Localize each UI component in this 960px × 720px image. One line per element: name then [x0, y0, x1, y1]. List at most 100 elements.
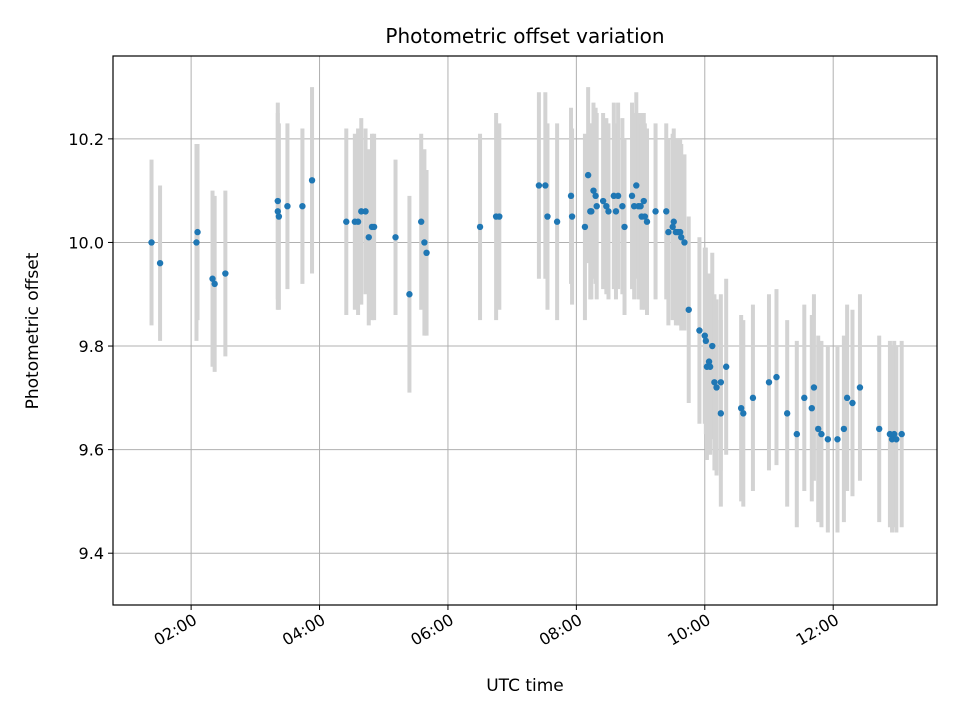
data-point [717, 410, 725, 417]
y-tick-label: 9.8 [79, 337, 104, 356]
data-point [678, 234, 685, 241]
data-point [628, 192, 636, 200]
data-point [567, 192, 575, 200]
data-point [581, 223, 589, 231]
data-point [588, 208, 595, 215]
data-point [898, 430, 905, 438]
data-point [148, 239, 155, 246]
data-point [284, 202, 291, 210]
data-point [640, 197, 647, 205]
data-point [652, 208, 659, 215]
data-point [663, 208, 670, 215]
x-axis-label: UTC time [486, 676, 564, 696]
point-layer [148, 171, 905, 443]
data-point [194, 228, 201, 236]
data-point [621, 223, 628, 231]
data-point [156, 259, 164, 267]
data-point [856, 384, 864, 391]
data-point [553, 218, 561, 225]
data-point [876, 425, 883, 433]
y-tick-label: 10.2 [68, 130, 104, 149]
y-axis-label: Photometric offset [23, 252, 43, 409]
data-point [275, 213, 283, 220]
data-point [392, 234, 399, 241]
y-axis-ticks: 9.4 9.6 9.8 10.0 10.2 [68, 130, 113, 563]
data-point [701, 332, 708, 339]
y-tick-label: 9.4 [79, 544, 104, 563]
data-point [423, 249, 430, 257]
data-point [421, 239, 428, 246]
y-tick-label: 10.0 [68, 233, 104, 252]
data-point [637, 202, 644, 210]
data-point [696, 327, 703, 334]
data-point [783, 410, 791, 417]
plot-frame [112, 55, 938, 606]
data-point [535, 182, 543, 189]
data-point [362, 208, 369, 215]
data-point [722, 363, 730, 370]
data-point [542, 182, 549, 189]
data-point [670, 218, 677, 225]
data-point [209, 275, 216, 282]
data-point [890, 430, 898, 438]
data-point [417, 218, 425, 225]
data-point [370, 223, 378, 231]
data-point [568, 213, 576, 220]
data-point [605, 208, 612, 215]
data-point [633, 182, 640, 189]
data-point [706, 363, 714, 370]
data-point [711, 379, 718, 386]
data-point [584, 171, 592, 179]
data-point [749, 394, 757, 402]
data-point [801, 394, 808, 402]
data-point [641, 213, 649, 220]
data-point [818, 430, 825, 438]
data-point [619, 202, 626, 210]
data-point [665, 228, 672, 236]
data-point [669, 223, 676, 231]
data-point [299, 202, 306, 210]
data-point [603, 202, 610, 210]
data-point [705, 358, 713, 365]
data-point [808, 404, 815, 412]
chart-title: Photometric offset variation [385, 24, 664, 48]
data-point [274, 208, 281, 215]
data-point [612, 208, 620, 215]
data-point [810, 384, 818, 391]
data-point [544, 213, 551, 220]
data-point [365, 234, 372, 241]
data-point [717, 379, 725, 386]
data-point [793, 430, 801, 438]
data-point [849, 399, 856, 407]
data-point [834, 436, 841, 443]
data-point [676, 228, 684, 236]
data-point [343, 218, 350, 225]
data-point [815, 425, 822, 433]
data-point [599, 197, 607, 205]
data-point [773, 373, 780, 381]
data-point [406, 291, 413, 298]
data-point [713, 384, 720, 391]
data-point [709, 342, 716, 350]
data-point [614, 192, 622, 200]
data-point [643, 218, 651, 225]
data-point [308, 177, 316, 184]
data-point [476, 223, 484, 231]
data-point [765, 379, 773, 386]
data-point [843, 394, 851, 402]
data-point [685, 306, 692, 313]
data-point [193, 239, 200, 246]
data-point [824, 436, 832, 443]
data-point [211, 280, 218, 288]
y-tick-label: 9.6 [79, 441, 104, 460]
data-point [274, 197, 281, 205]
data-point [354, 218, 362, 225]
data-point [593, 202, 600, 210]
data-point [740, 410, 747, 417]
data-point [702, 337, 710, 345]
data-point [840, 425, 848, 433]
data-point [496, 213, 503, 220]
